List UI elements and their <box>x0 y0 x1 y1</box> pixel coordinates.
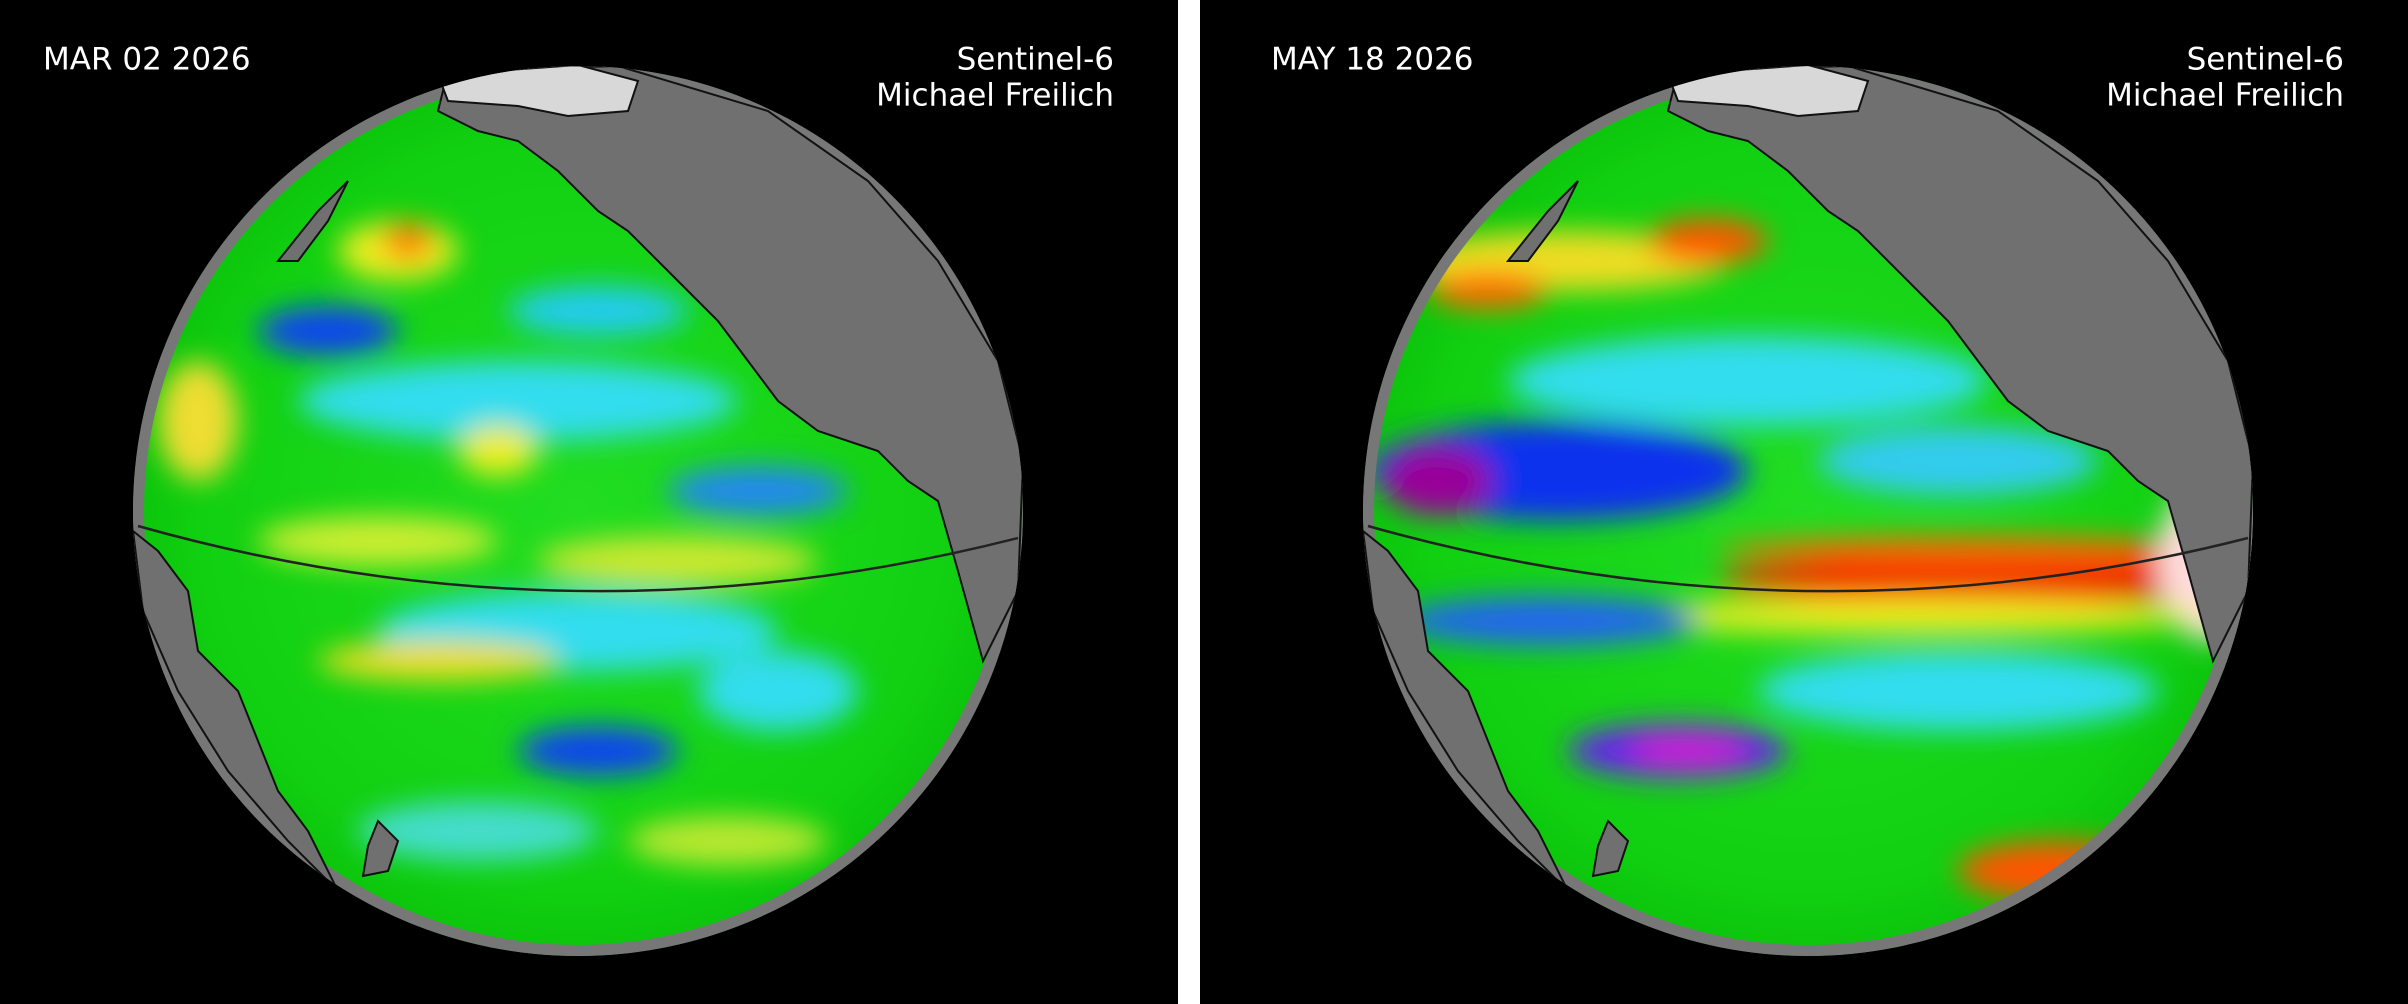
panel: MAR 02 2026 Sentinel-6 Michael Freilich <box>0 0 1178 1004</box>
satellite-name-label: Michael Freilich <box>876 78 1114 114</box>
date-label: MAY 18 2026 <box>1271 42 1474 78</box>
globe <box>133 66 1023 956</box>
satellite-name-label: Michael Freilich <box>2106 78 2344 114</box>
panel: MAY 18 2026 Sentinel-6 Michael Freilich <box>1200 0 2408 1004</box>
satellite-label: Sentinel-6 <box>957 42 1114 78</box>
satellite-label: Sentinel-6 <box>2187 42 2344 78</box>
globe <box>1363 66 2253 956</box>
date-label: MAR 02 2026 <box>43 42 251 78</box>
